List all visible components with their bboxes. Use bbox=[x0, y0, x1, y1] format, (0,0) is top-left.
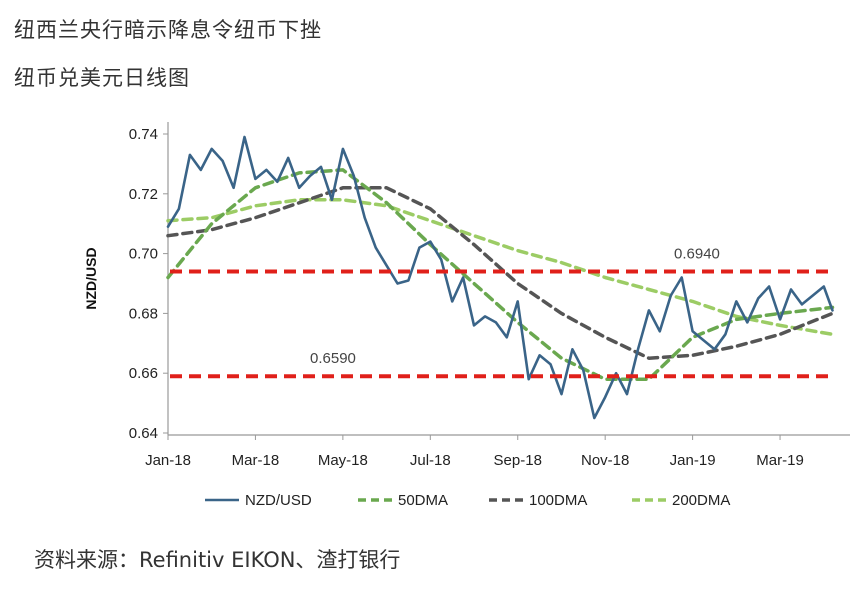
level-label: 0.6590 bbox=[310, 350, 356, 367]
chart-subheadline: 纽币兑美元日线图 bbox=[14, 66, 190, 90]
y-tick-label: 0.64 bbox=[129, 425, 158, 442]
headline: 纽西兰央行暗示降息令纽币下挫 bbox=[14, 18, 322, 42]
legend-label: 50DMA bbox=[398, 492, 448, 509]
legend-label: NZD/USD bbox=[245, 492, 312, 509]
y-axis-label: NZD/USD bbox=[83, 247, 99, 309]
x-tick-label: Mar-18 bbox=[232, 452, 280, 469]
series-line-nzdusd bbox=[166, 135, 834, 420]
y-tick-label: 0.70 bbox=[129, 246, 158, 263]
y-tick-label: 0.66 bbox=[129, 365, 158, 382]
x-tick-label: Jul-18 bbox=[410, 452, 451, 469]
x-tick-label: Sep-18 bbox=[494, 452, 542, 469]
x-tick-label: Jan-19 bbox=[670, 452, 716, 469]
x-tick-label: May-18 bbox=[318, 452, 368, 469]
x-tick-label: Nov-18 bbox=[581, 452, 629, 469]
series-line-200dma bbox=[166, 198, 835, 337]
x-tick-label: Mar-19 bbox=[756, 452, 804, 469]
legend-label: 200DMA bbox=[672, 492, 730, 509]
y-tick-label: 0.74 bbox=[129, 126, 158, 143]
y-tick-label: 0.68 bbox=[129, 305, 158, 322]
y-tick-label: 0.72 bbox=[129, 186, 158, 203]
x-tick-label: Jan-18 bbox=[145, 452, 191, 469]
legend-label: 100DMA bbox=[529, 492, 587, 509]
level-label: 0.6940 bbox=[674, 246, 720, 263]
source-note: 资料来源：Refinitiv EIKON、渣打银行 bbox=[34, 548, 401, 572]
series-line-100dma bbox=[166, 186, 835, 360]
